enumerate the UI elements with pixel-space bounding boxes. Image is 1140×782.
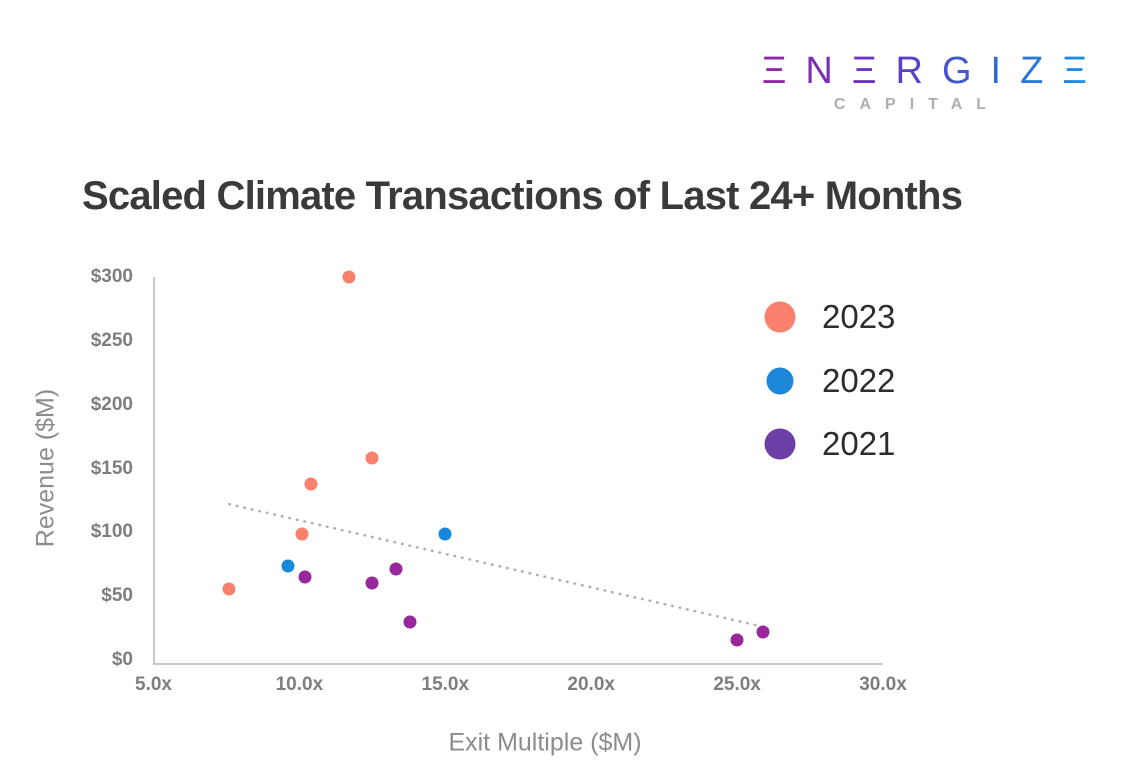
energize-capital-logo: ΞNΞRGIZΞ CAPITAL [733, 51, 1087, 114]
logo-brand-text: ΞNΞRGIZΞ [733, 51, 1106, 92]
x-tick-label: 30.0x [859, 674, 907, 695]
y-tick-label: $250 [90, 329, 133, 351]
scatter-point-2021 [298, 570, 312, 584]
scatter-point-2021 [730, 633, 744, 647]
scatter-point-2022 [281, 559, 295, 573]
legend-label-2021: 2021 [822, 425, 896, 462]
y-tick-label: $0 [111, 649, 133, 670]
scatter-point-2021 [389, 562, 403, 576]
scatter-point-2021 [365, 576, 379, 590]
x-tick-label: 5.0x [135, 674, 172, 695]
legend-label-2023: 2023 [822, 298, 896, 335]
scatter-point-2023 [365, 451, 379, 465]
y-tick-label: $50 [101, 585, 133, 607]
y-axis-line [153, 277, 155, 665]
legend-dot-2023 [764, 301, 796, 333]
scatter-point-2023 [295, 527, 309, 541]
scatter-point-2021 [403, 615, 417, 629]
scatter-point-2023 [342, 270, 356, 284]
legend-dot-2021 [764, 428, 796, 460]
legend-label-2022: 2022 [822, 362, 896, 399]
x-tick-label: 10.0x [275, 674, 324, 695]
y-tick-label: $300 [90, 266, 133, 287]
scatter-point-2023 [222, 582, 236, 595]
x-axis-title: Exit Multiple ($M) [448, 728, 642, 757]
scatter-point-2023 [304, 477, 318, 491]
scatter-point-2021 [756, 625, 770, 639]
y-tick-label: $150 [90, 457, 133, 479]
x-axis-line [153, 663, 883, 665]
scatter-point-2022 [438, 527, 452, 541]
legend-dot-2022 [766, 367, 794, 395]
y-tick-label: $200 [90, 393, 133, 415]
y-tick-label: $100 [90, 521, 133, 543]
trendline [228, 502, 759, 627]
x-tick-label: 15.0x [421, 674, 470, 695]
x-tick-label: 25.0x [713, 674, 761, 695]
page-title: Scaled Climate Transactions of Last 24+ … [82, 174, 963, 218]
logo-subbrand-text: CAPITAL [833, 95, 1001, 113]
x-tick-label: 20.0x [567, 674, 615, 695]
